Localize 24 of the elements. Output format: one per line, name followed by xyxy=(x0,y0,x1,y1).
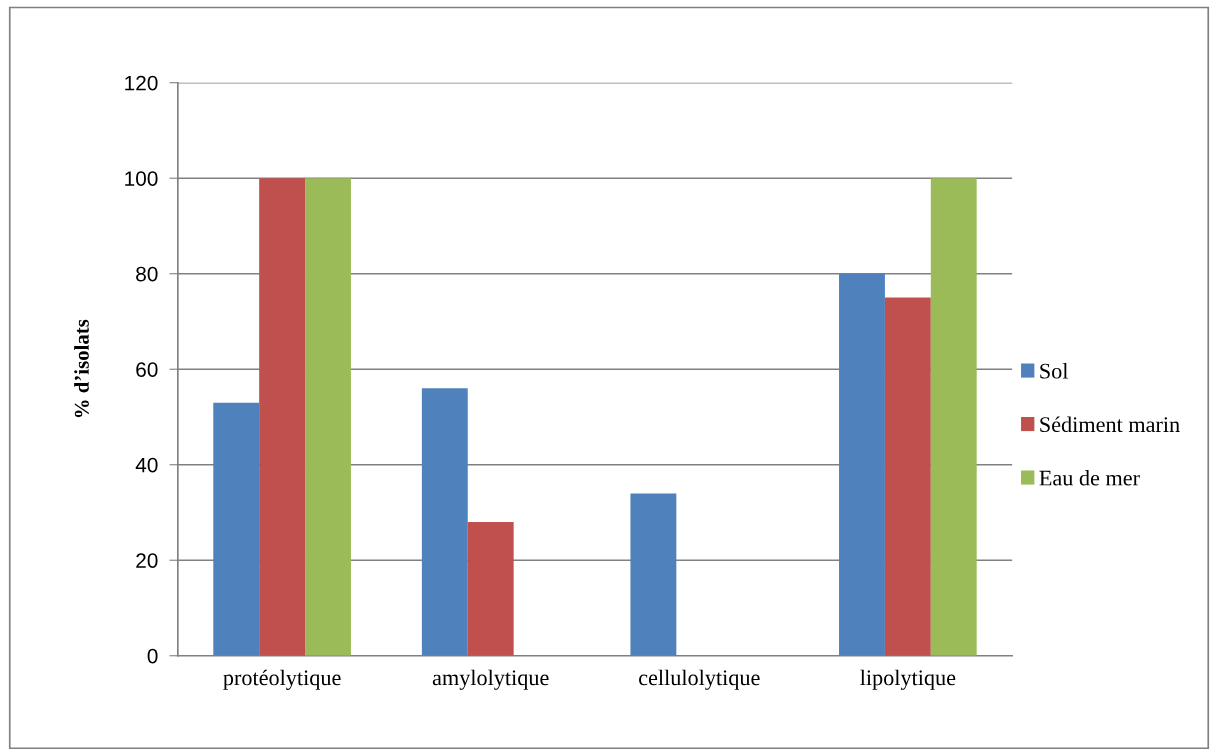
bar xyxy=(930,178,977,656)
bar xyxy=(305,178,351,656)
x-tick-label: cellulolytique xyxy=(639,669,760,690)
bar xyxy=(839,273,885,656)
y-tick-label: 120 xyxy=(125,75,158,91)
legend-label: Sédiment marin xyxy=(1040,416,1180,433)
bar xyxy=(884,297,931,656)
legend-label: Eau de mer xyxy=(1039,469,1140,486)
y-tick-label: 60 xyxy=(136,362,158,377)
y-tick-label: 20 xyxy=(136,553,158,568)
x-tick-label: lipolytique xyxy=(860,669,956,690)
y-tick-label: 80 xyxy=(136,266,158,282)
x-tick-label: protéolytique xyxy=(223,669,341,690)
y-axis-title: % d’isolats xyxy=(74,319,89,418)
y-tick-label: 100 xyxy=(125,171,158,186)
x-tick-label: amylolytique xyxy=(432,669,549,690)
y-tick-label: 40 xyxy=(135,457,158,473)
legend-label: Sol xyxy=(1040,362,1069,379)
bar xyxy=(630,493,677,656)
bar xyxy=(259,178,306,656)
bar xyxy=(467,522,514,656)
y-tick-label: 0 xyxy=(147,648,158,664)
bar xyxy=(421,388,468,656)
bar xyxy=(213,402,260,656)
